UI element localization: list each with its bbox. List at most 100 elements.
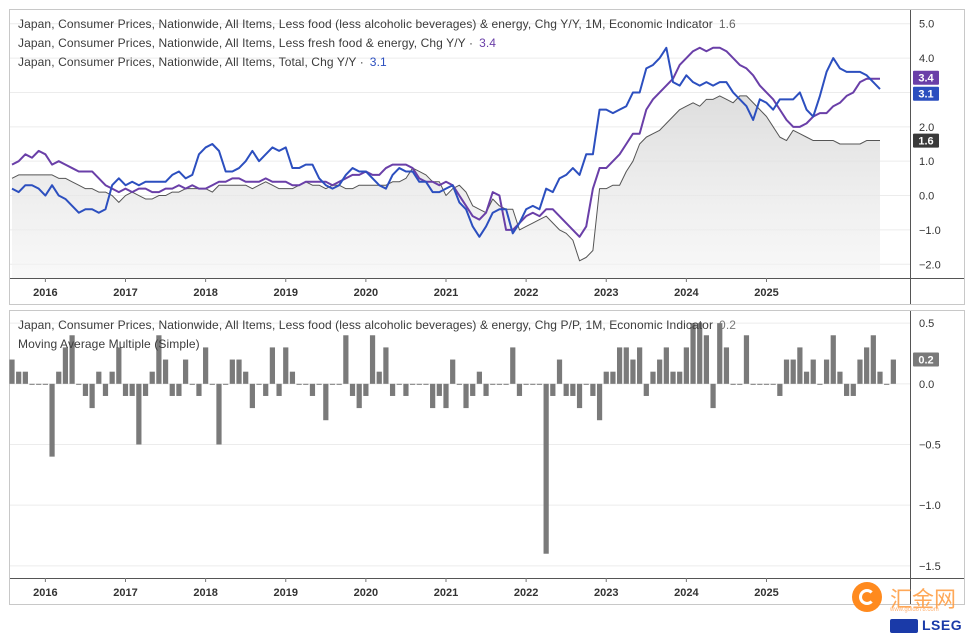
pp-bar: [737, 383, 743, 385]
bottom-panel-border: [9, 310, 965, 605]
pp-bar: [89, 383, 95, 409]
pp-bar: [116, 347, 122, 384]
pp-bar: [296, 383, 302, 385]
top-x-tick-label: 2021: [434, 287, 458, 299]
pp-bar: [109, 371, 115, 384]
bottom-y-tick-label: −0.5: [919, 440, 941, 452]
bottom-legend-label-2: Moving Average Multiple (Simple): [18, 337, 200, 351]
value-badge-text: 1.6: [918, 136, 933, 148]
bottom-panel-grid: [10, 322, 910, 567]
pp-bar: [650, 371, 656, 384]
pp-bar: [96, 371, 102, 384]
pp-bar: [576, 383, 583, 409]
top-legend-row-1[interactable]: Japan, Consumer Prices, Nationwide, All …: [18, 17, 736, 31]
pp-bar: [269, 347, 276, 384]
pp-bar: [169, 383, 175, 396]
pp-bar: [430, 383, 436, 409]
top-y-tick-label: 2.0: [919, 122, 934, 134]
bottom-legend-row-2[interactable]: Moving Average Multiple (Simple): [18, 337, 200, 351]
top-x-tick-label: 2016: [33, 287, 57, 299]
watermark-text: 汇金网: [890, 588, 957, 613]
pp-bar: [543, 383, 549, 554]
pp-bar: [102, 383, 109, 396]
pp-bar: [410, 383, 416, 385]
pp-bar: [343, 335, 349, 384]
pp-bar: [349, 383, 356, 396]
pp-bar: [630, 359, 636, 384]
pp-bar: [750, 383, 756, 385]
pp-bar: [830, 335, 836, 384]
pp-bar: [209, 383, 215, 385]
pp-bar: [129, 383, 135, 396]
pp-bar: [42, 383, 48, 385]
pp-bar: [530, 383, 536, 385]
lseg-mark-icon: [890, 619, 918, 633]
top-x-tick-label: 2019: [274, 287, 298, 299]
watermark-logo: 汇金网 www.gold678.com: [852, 582, 960, 616]
pp-bar: [596, 383, 603, 421]
pp-bar: [817, 383, 823, 385]
pp-bar: [550, 383, 556, 396]
pp-bar: [637, 347, 643, 384]
top-x-tick-label: 2024: [674, 287, 699, 299]
top-legend-label-1: Japan, Consumer Prices, Nationwide, All …: [18, 17, 713, 31]
pp-bar: [603, 371, 609, 384]
pp-bar: [610, 371, 616, 384]
bottom-x-tick-label: 2022: [514, 587, 538, 599]
pp-bar: [376, 371, 382, 384]
pp-bar: [657, 359, 663, 384]
bottom-legend-row-1[interactable]: Japan, Consumer Prices, Nationwide, All …: [18, 318, 736, 332]
top-x-tick-label: 2018: [193, 287, 217, 299]
pp-bar: [810, 359, 816, 384]
pp-bar: [29, 383, 35, 385]
bottom-value-badge-bg: [913, 352, 939, 367]
pp-bar: [456, 383, 462, 385]
pp-bar: [336, 383, 342, 385]
pp-bar: [663, 347, 669, 384]
top-y-tick-label: 0.0: [919, 191, 934, 203]
top-y-tick-label: −2.0: [919, 259, 941, 271]
pp-bar: [236, 359, 242, 384]
value-badge-bg: [913, 70, 939, 85]
top-legend-value-3: 3.1: [369, 55, 387, 69]
pp-bar: [476, 371, 482, 384]
pp-bar: [884, 383, 890, 385]
top-legend-row-2[interactable]: Japan, Consumer Prices, Nationwide, All …: [18, 36, 496, 50]
pp-bar: [777, 383, 783, 396]
top-x-tick-label: 2022: [514, 287, 538, 299]
pp-bar: [857, 359, 863, 384]
top-legend-value-1: 1.6: [718, 17, 736, 31]
pp-bar: [316, 383, 322, 385]
pp-bar: [523, 383, 529, 385]
top-legend-row-3[interactable]: Japan, Consumer Prices, Nationwide, All …: [18, 55, 387, 69]
pp-bar: [670, 371, 676, 384]
value-badges: 3.4 3.1 1.6 0.2: [913, 70, 939, 367]
pp-bar: [142, 383, 149, 396]
pp-bar: [289, 371, 296, 384]
pp-bar: [256, 383, 262, 385]
pp-bar: [616, 347, 623, 384]
pp-bar: [82, 383, 89, 396]
pp-bar: [122, 383, 129, 396]
pp-bar: [22, 371, 28, 384]
pp-bar: [136, 383, 142, 445]
pp-bar: [690, 323, 696, 384]
bottom-panel-x-axis: 2016 2017 2018 2019 2020 2021 2022 2023 2024 2025: [33, 578, 779, 599]
top-y-tick-label: 5.0: [919, 19, 934, 31]
pp-bar: [283, 347, 289, 384]
pp-bar: [9, 359, 15, 384]
pp-bar: [156, 335, 162, 384]
pp-bar: [623, 347, 629, 384]
pp-bar: [877, 371, 883, 384]
pp-bar: [329, 383, 336, 385]
bottom-y-tick-label: −1.0: [919, 500, 941, 512]
chart-frame: [9, 9, 965, 605]
pp-bar: [49, 383, 55, 457]
pp-bar: [450, 359, 456, 384]
pp-bar: [516, 383, 523, 396]
pp-bar: [383, 347, 389, 384]
top-y-tick-label: −1.0: [919, 225, 941, 237]
value-badge-bg: [913, 133, 939, 148]
pp-bar: [590, 383, 596, 396]
